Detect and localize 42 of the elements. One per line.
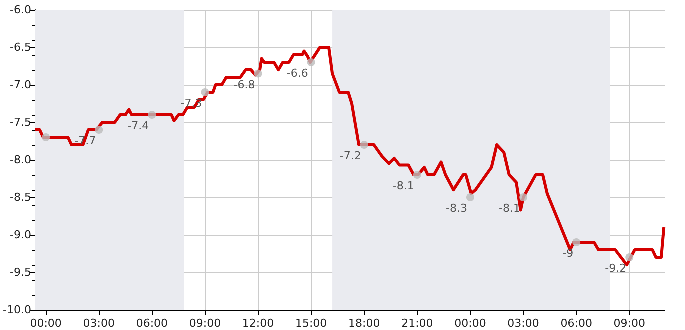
annotation: -8.1 — [392, 180, 414, 192]
annotation: -7.2 — [340, 150, 362, 162]
y-tick-label: -7.0 — [10, 78, 32, 92]
x-tick-label: 21:00 — [402, 317, 434, 330]
annotation: -7.4 — [128, 120, 150, 132]
annotation: -8.3 — [446, 202, 468, 215]
point — [626, 254, 634, 262]
x-tick-label: 09:00 — [614, 317, 646, 330]
y-tick-label: -8.5 — [10, 191, 32, 204]
point — [95, 126, 104, 134]
annotation: -8.1 — [499, 202, 521, 215]
annotation: -9 — [562, 247, 574, 260]
point — [360, 141, 368, 149]
point — [42, 134, 50, 142]
x-tick-label: 18:00 — [348, 317, 380, 330]
x-tick-label: 03:00 — [508, 317, 540, 330]
y-tick-label: -10.0 — [2, 304, 32, 316]
point — [466, 194, 474, 202]
x-tick-label: 00:00 — [454, 317, 486, 330]
y-tick-label: -6.0 — [10, 4, 32, 16]
point — [572, 238, 581, 246]
point — [413, 171, 422, 179]
x-tick-label: 15:00 — [295, 317, 328, 330]
point — [148, 111, 156, 119]
annotation: -6.8 — [234, 78, 256, 92]
x-tick-label: 00:00 — [30, 317, 62, 330]
y-tick-label: -9.5 — [10, 266, 32, 279]
point — [201, 88, 210, 96]
y-tick-label: -6.5 — [10, 41, 32, 54]
y-tick-label: -8.0 — [10, 154, 32, 166]
x-tick-label: 03:00 — [83, 317, 115, 330]
x-tick-label: 09:00 — [189, 317, 222, 330]
point — [307, 58, 316, 66]
point — [254, 70, 262, 78]
point — [520, 194, 528, 202]
annotation: -6.6 — [286, 67, 308, 80]
y-tick-label: -7.5 — [10, 116, 32, 129]
y-tick-label: -9.0 — [10, 228, 32, 242]
annotation: -9.2 — [605, 262, 627, 275]
x-tick-label: 06:00 — [136, 317, 168, 330]
x-tick-label: 12:00 — [242, 317, 274, 330]
x-tick-label: 06:00 — [560, 317, 592, 330]
